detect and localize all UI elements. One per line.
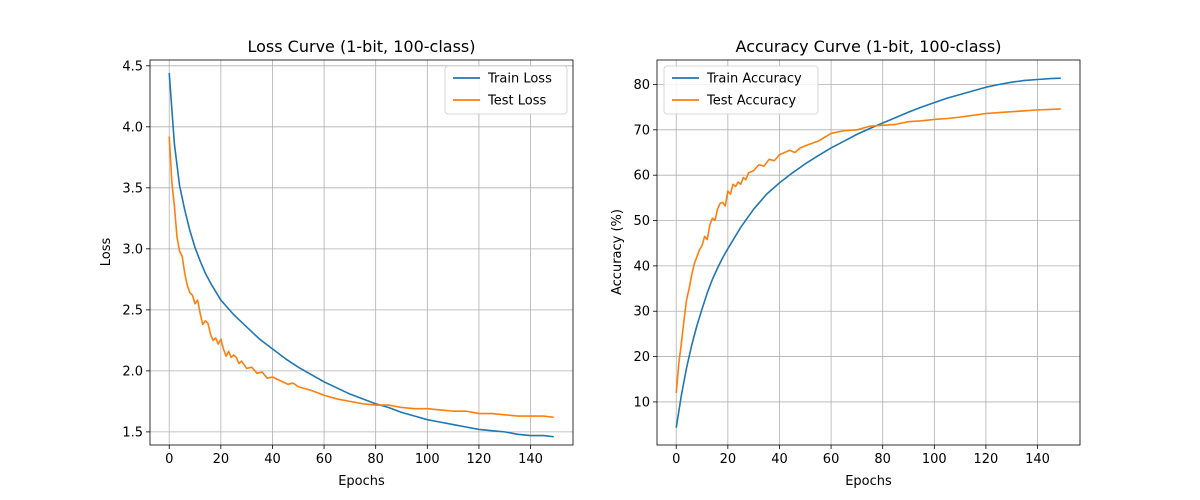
accuracy-x-tick-label: 120 xyxy=(974,452,999,467)
accuracy-x-tick-label: 20 xyxy=(720,452,737,467)
loss-chart-ylabel: Loss xyxy=(99,238,114,267)
loss-plot-frame xyxy=(149,59,574,446)
accuracy-legend-box xyxy=(663,65,819,115)
loss-x-tick-label: 40 xyxy=(264,452,281,467)
accuracy-chart-title: Accuracy Curve (1-bit, 100-class) xyxy=(736,37,1002,56)
accuracy-legend-label: Test Accuracy xyxy=(706,94,796,109)
loss-y-tick-label: 2.5 xyxy=(122,303,143,318)
accuracy-plot-frame xyxy=(656,59,1081,446)
accuracy-x-tick-label: 100 xyxy=(922,452,947,467)
loss-y-tick-label: 4.0 xyxy=(122,120,143,135)
loss-y-tick-label: 2.0 xyxy=(122,364,143,379)
loss-x-tick-label: 80 xyxy=(367,452,384,467)
loss-legend-label: Test Loss xyxy=(487,94,546,109)
accuracy-y-tick-label: 40 xyxy=(633,259,650,274)
loss-y-tick-label: 3.5 xyxy=(122,181,143,196)
accuracy-y-tick-label: 70 xyxy=(633,123,650,138)
accuracy-chart-ylabel: Accuracy (%) xyxy=(610,209,625,295)
accuracy-y-tick-label: 30 xyxy=(633,305,650,320)
loss-x-tick-label: 140 xyxy=(518,452,543,467)
loss-y-tick-label: 4.5 xyxy=(122,59,143,74)
accuracy-chart: Accuracy Curve (1-bit, 100-class) Epochs… xyxy=(610,37,1081,489)
accuracy-series-train-accuracy xyxy=(675,77,1061,428)
loss-chart-xlabel: Epochs xyxy=(338,474,385,489)
accuracy-legend-label: Train Accuracy xyxy=(706,72,802,87)
loss-y-tick-label: 1.5 xyxy=(122,425,143,440)
accuracy-legend: Train Accuracy Test Accuracy xyxy=(663,65,819,115)
loss-x-tick-label: 20 xyxy=(213,452,230,467)
accuracy-y-tick-label: 60 xyxy=(633,169,650,184)
loss-series-train-loss xyxy=(168,73,554,438)
loss-chart-title: Loss Curve (1-bit, 100-class) xyxy=(248,37,476,56)
accuracy-x-tick-label: 80 xyxy=(874,452,891,467)
accuracy-x-tick-label: 140 xyxy=(1025,452,1050,467)
loss-x-tick-label: 0 xyxy=(165,452,173,467)
accuracy-chart-xlabel: Epochs xyxy=(845,474,892,489)
accuracy-x-tick-label: 40 xyxy=(771,452,788,467)
loss-legend-label: Train Loss xyxy=(487,72,552,87)
loss-x-tick-label: 60 xyxy=(316,452,333,467)
accuracy-y-tick-label: 80 xyxy=(633,78,650,93)
accuracy-y-tick-label: 20 xyxy=(633,350,650,365)
loss-x-tick-label: 100 xyxy=(415,452,440,467)
accuracy-x-tick-label: 0 xyxy=(672,452,680,467)
accuracy-y-tick-label: 50 xyxy=(633,214,650,229)
loss-chart: Loss Curve (1-bit, 100-class) Epochs Los… xyxy=(99,37,574,489)
loss-y-tick-label: 3.0 xyxy=(122,242,143,257)
accuracy-y-tick-label: 10 xyxy=(633,395,650,410)
accuracy-x-tick-label: 60 xyxy=(823,452,840,467)
accuracy-series-test-accuracy xyxy=(675,108,1061,393)
loss-x-tick-label: 120 xyxy=(467,452,492,467)
loss-series-test-loss xyxy=(168,136,554,419)
loss-legend: Train Loss Test Loss xyxy=(444,65,568,115)
